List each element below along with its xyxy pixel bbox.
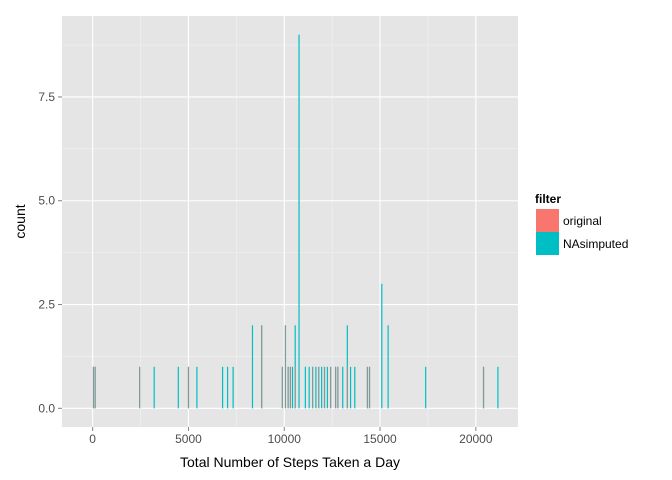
bar-original [318, 366, 320, 409]
y-tick-label: 2.5 [38, 298, 55, 312]
x-tick-label: 20000 [459, 432, 493, 446]
bar-original [294, 366, 296, 409]
x-axis-title: Total Number of Steps Taken a Day [180, 454, 400, 470]
bar-original [284, 325, 287, 409]
y-tick-label: 0.0 [38, 401, 55, 415]
bar-original [482, 366, 485, 409]
bar-NAsimputed [153, 366, 155, 409]
legend-title: filter [535, 192, 561, 206]
bar-original [287, 366, 289, 409]
bar-NAsimputed [387, 325, 389, 409]
legend-key-NAsimputed [536, 232, 559, 255]
plot-panel [62, 16, 518, 427]
x-tick-label: 0 [89, 432, 96, 446]
bar-NAsimputed [177, 366, 179, 409]
bar-NAsimputed [232, 366, 234, 409]
bar-NAsimputed [304, 366, 306, 409]
legend: filter original NAsimputed [535, 192, 628, 255]
legend-label: NAsimputed [563, 237, 628, 251]
bar-NAsimputed [326, 366, 328, 409]
bar-original [289, 366, 292, 409]
y-axis-ticks: 0.0 2.5 5.0 7.5 [38, 90, 62, 415]
bar-NAsimputed [381, 283, 383, 409]
bar-original [92, 366, 95, 409]
bar-original [330, 366, 332, 409]
bar-original [281, 366, 283, 409]
bar-original [368, 366, 371, 409]
bar-NAsimputed [315, 366, 317, 409]
legend-label: original [563, 214, 602, 228]
bar-original [337, 366, 339, 409]
bar-NAsimputed [354, 366, 356, 409]
bar-original [94, 366, 96, 409]
bar-NAsimputed [321, 366, 323, 409]
bar-NAsimputed [291, 366, 294, 409]
bar-NAsimputed [349, 366, 352, 409]
bar-NAsimputed [196, 366, 198, 409]
x-tick-label: 10000 [268, 432, 302, 446]
bar-NAsimputed [251, 325, 254, 409]
bar-original [139, 366, 141, 409]
y-tick-label: 5.0 [38, 194, 55, 208]
bar-original [346, 366, 348, 409]
bars [92, 34, 499, 409]
bar-NAsimputed [497, 366, 499, 409]
y-axis-title: count [12, 204, 28, 238]
legend-key-original [536, 209, 559, 232]
bar-original [323, 366, 326, 409]
bar-original [366, 366, 369, 409]
bar-original [187, 366, 190, 409]
bar-NAsimputed [308, 366, 310, 409]
bar-NAsimputed [425, 366, 427, 409]
bar-NAsimputed [298, 34, 300, 409]
bar-original [312, 366, 314, 409]
x-tick-label: 15000 [363, 432, 397, 446]
x-tick-label: 5000 [175, 432, 202, 446]
bar-original [261, 325, 263, 409]
x-axis-ticks: 0 5000 10000 15000 20000 [89, 427, 493, 446]
bar-NAsimputed [342, 366, 344, 409]
bar-NAsimputed [221, 366, 224, 409]
bar-NAsimputed [226, 366, 229, 409]
bar-original [335, 366, 337, 409]
y-tick-label: 7.5 [38, 90, 55, 104]
